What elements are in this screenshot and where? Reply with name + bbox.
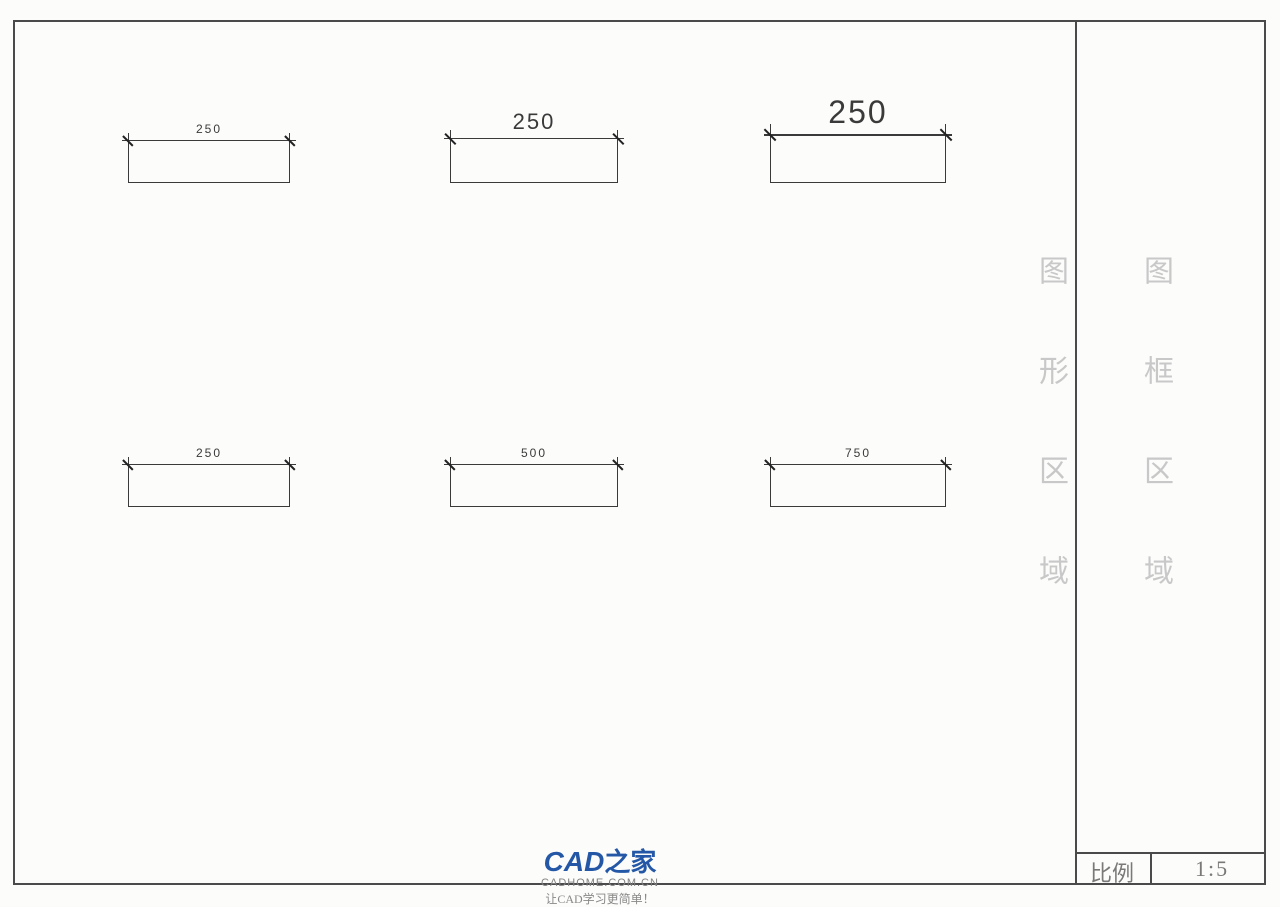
panel-divider (1075, 22, 1077, 883)
logo-text-en: CAD (544, 846, 605, 877)
titleblock-divider (1076, 852, 1265, 854)
logo-text-cn: 之家 (604, 847, 656, 877)
label-drawing-area: 图形区域 (1035, 255, 1065, 655)
dimension-bottom-1: 500 (450, 0, 618, 900)
dimension-label: 250 (128, 446, 290, 460)
dimension-line (122, 464, 296, 465)
dimension-line (764, 464, 952, 465)
dimension-line (444, 464, 624, 465)
dimension-bottom-2: 750 (770, 0, 946, 900)
scale-label: 比例 (1090, 856, 1134, 888)
logo-url: CADHOME.COM.CN (500, 877, 700, 889)
object-line (770, 506, 946, 507)
scale-value: 1:5 (1195, 856, 1229, 882)
dimension-label: 500 (450, 446, 618, 460)
logo-tagline: 让CAD学习更简单！ (500, 890, 700, 907)
dimension-label: 750 (770, 446, 946, 460)
watermark-logo: CAD之家 CADHOME.COM.CN 让CAD学习更简单！ (500, 842, 700, 907)
titleblock-inner-divider (1150, 853, 1152, 884)
dimension-bottom-0: 250 (128, 0, 290, 900)
object-line (128, 506, 290, 507)
object-line (450, 506, 618, 507)
label-frame-area: 图框区域 (1140, 255, 1170, 655)
cad-sheet: 250250250250500750 图形区域 图框区域 比例 1:5 CAD之… (0, 0, 1280, 904)
